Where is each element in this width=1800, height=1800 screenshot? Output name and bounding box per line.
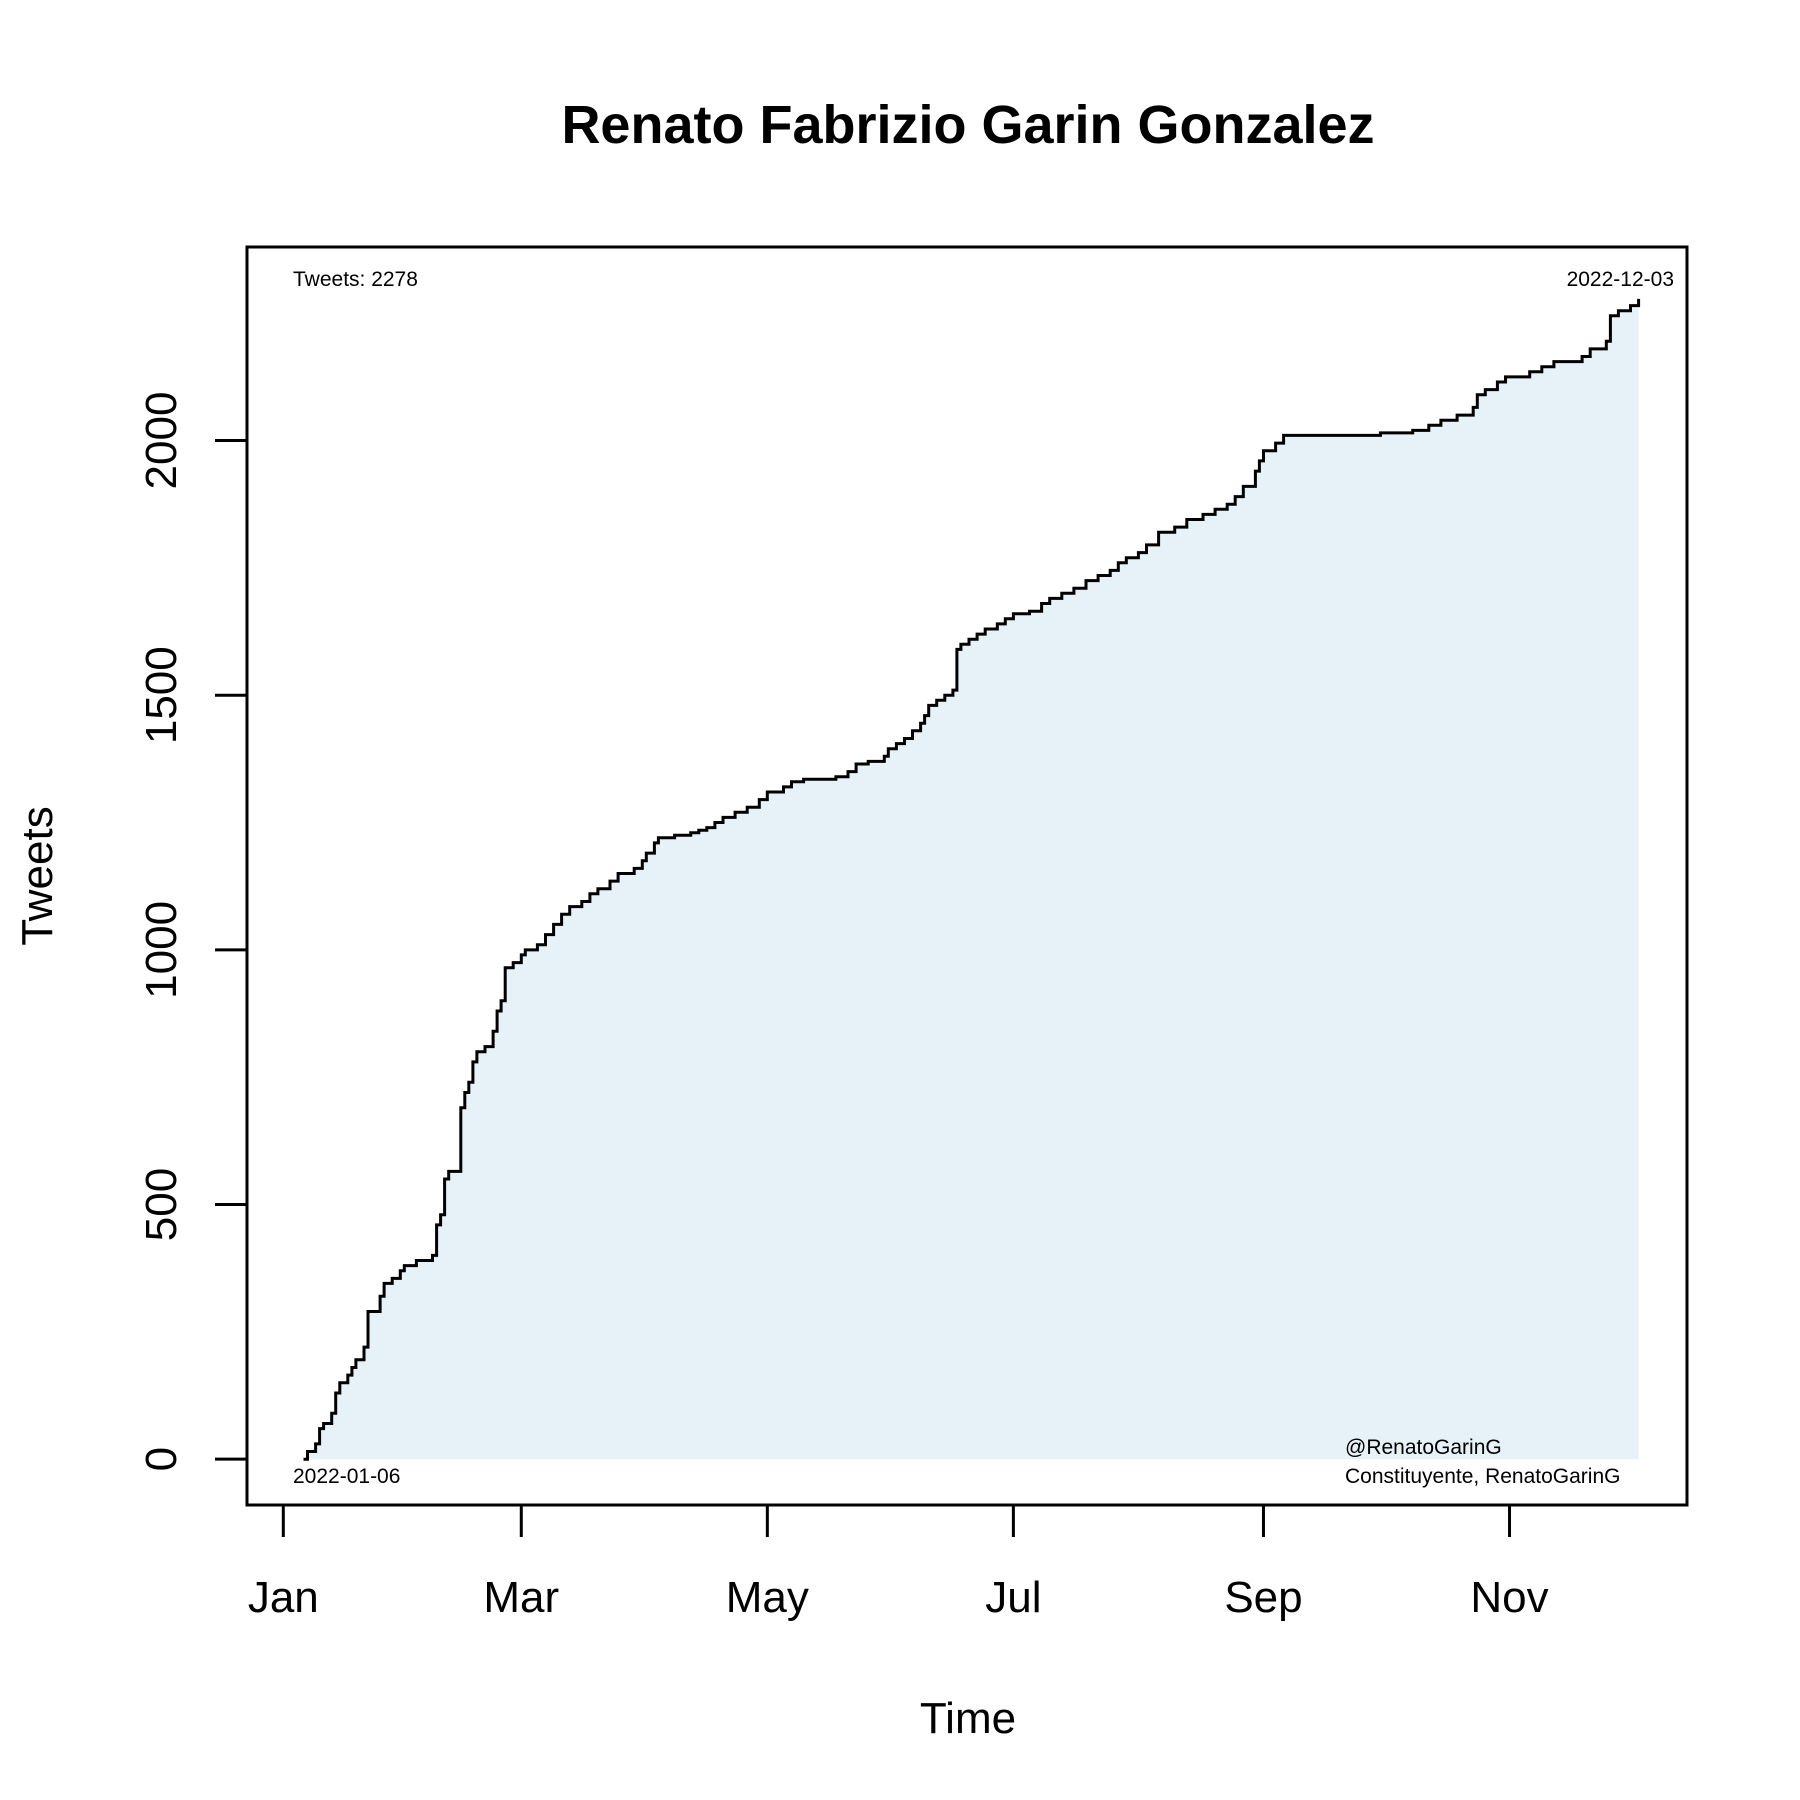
y-tick-label: 500 [137, 1168, 186, 1241]
chart-title: Renato Fabrizio Garin Gonzalez [561, 95, 1374, 155]
x-axis: Jan Mar May Jul Sep Nov [248, 1503, 1549, 1622]
y-axis-label: Tweets [13, 806, 62, 945]
x-tick-label: Sep [1224, 1573, 1302, 1622]
x-tick-label: Mar [483, 1573, 559, 1622]
y-tick-label: 1000 [137, 901, 186, 999]
x-tick-label: Nov [1470, 1573, 1548, 1622]
y-tick-label: 2000 [137, 392, 186, 490]
total-tweets-annotation: Tweets: 2278 [293, 268, 418, 291]
account-annotation: Constituyente, RenatoGarinG [1345, 1465, 1620, 1488]
x-tick-label: Jul [985, 1573, 1041, 1622]
plot-layer [303, 298, 1641, 1461]
y-tick-label: 0 [137, 1447, 186, 1471]
y-axis: 0 500 1000 1500 2000 [137, 392, 249, 1471]
end-date-annotation: 2022-12-03 [1567, 268, 1674, 291]
handle-annotation: @RenatoGarinG [1345, 1436, 1502, 1459]
x-axis-label: Time [920, 1694, 1016, 1743]
x-tick-label: Jan [248, 1573, 319, 1622]
y-tick-label: 1500 [137, 646, 186, 744]
cumulative-step-line [303, 298, 1641, 1461]
x-tick-label: May [726, 1573, 809, 1622]
cumulative-area-fill [303, 298, 1639, 1460]
start-date-annotation: 2022-01-06 [293, 1465, 400, 1488]
